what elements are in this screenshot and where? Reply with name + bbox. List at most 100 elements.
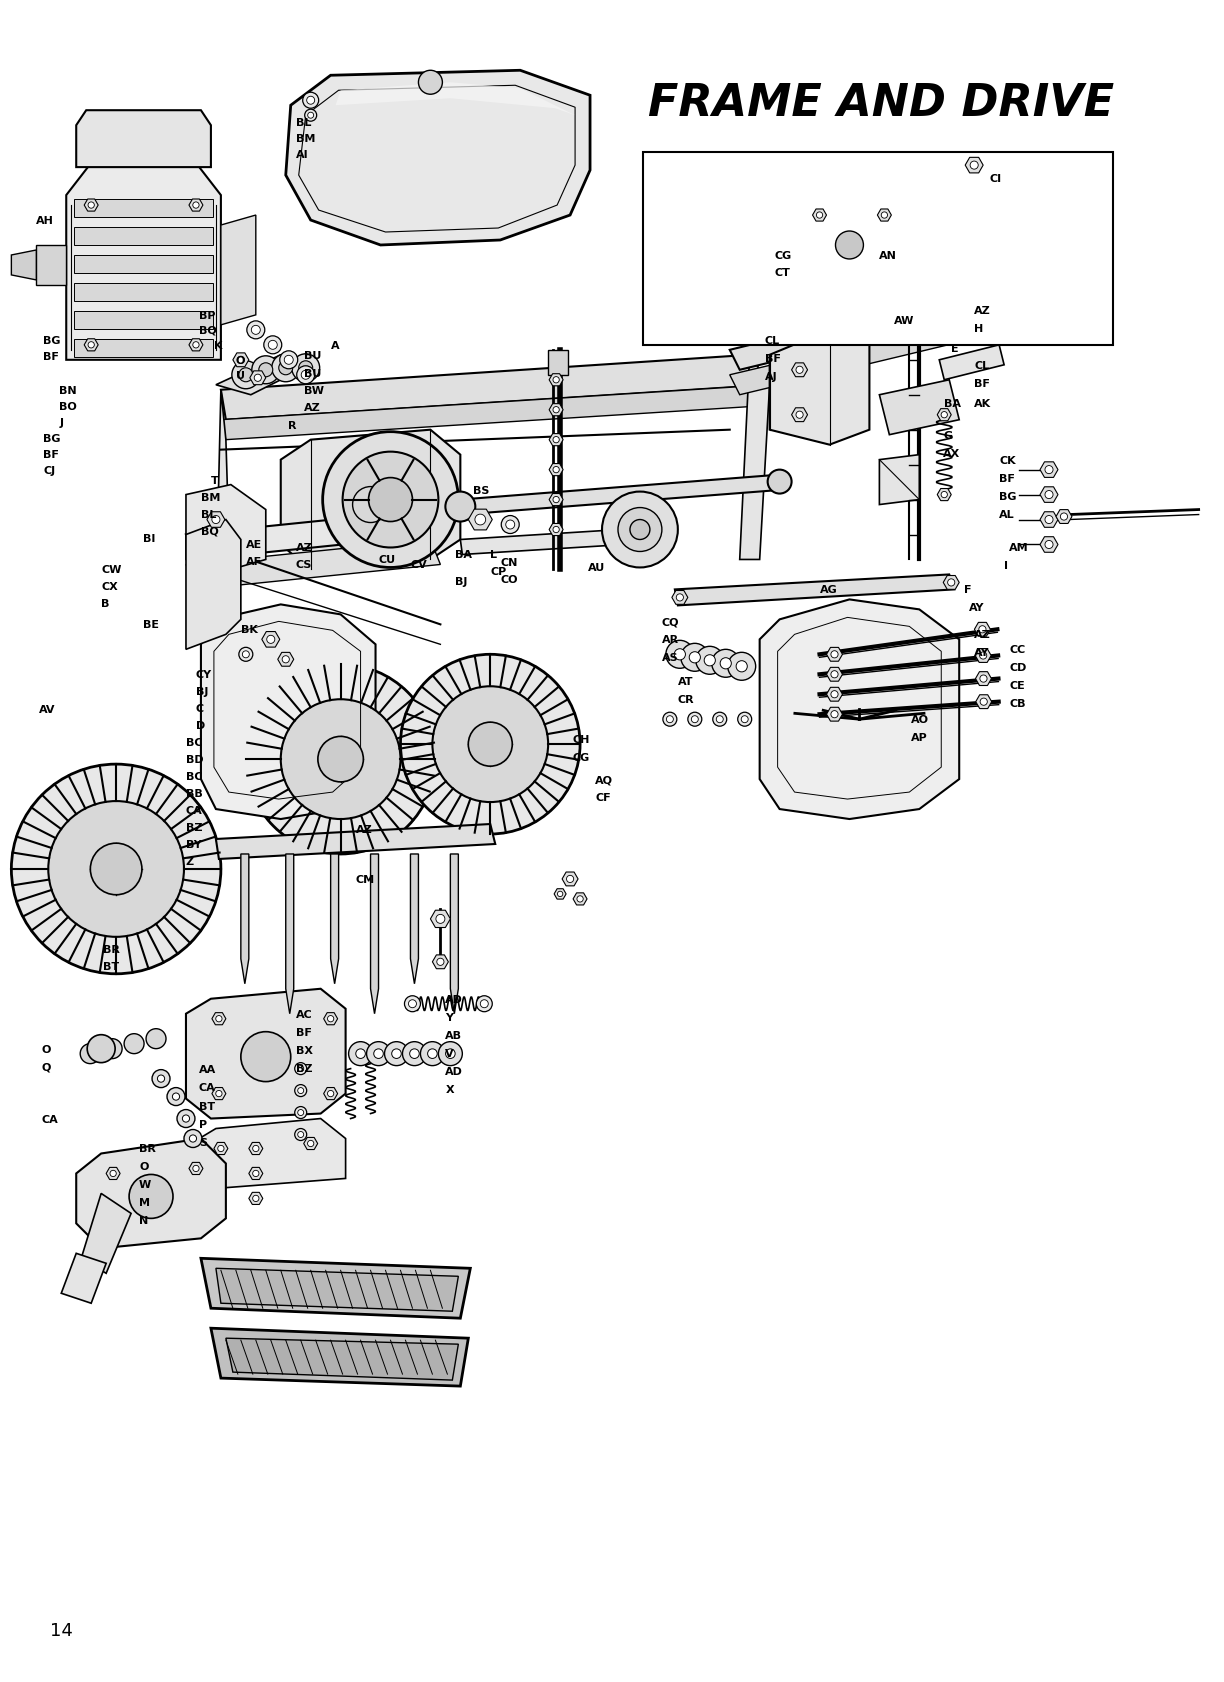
Circle shape [427,1050,437,1058]
Text: V: V [446,1048,454,1058]
Circle shape [404,996,420,1013]
Text: O: O [140,1162,148,1172]
Circle shape [577,897,583,903]
Polygon shape [220,385,780,441]
Text: E: E [951,343,958,353]
Circle shape [742,717,748,723]
Text: AW: AW [895,316,914,326]
Circle shape [88,343,94,348]
Text: M: M [140,1198,151,1208]
Circle shape [241,1033,291,1082]
Polygon shape [813,210,826,222]
Polygon shape [278,653,294,666]
Circle shape [328,1016,334,1023]
Circle shape [190,1135,197,1142]
Circle shape [419,71,442,96]
Circle shape [239,368,253,382]
Text: BF: BF [296,1028,312,1038]
Polygon shape [215,824,496,860]
Text: BL: BL [296,118,311,128]
Circle shape [1045,542,1053,550]
Text: AJ: AJ [765,372,777,382]
Text: R: R [288,420,296,431]
Text: BR: BR [103,944,120,954]
Text: CT: CT [775,267,791,278]
Text: AT: AT [678,676,693,686]
Text: PARTS: PARTS [802,161,960,204]
Polygon shape [730,266,1089,370]
Text: BJ: BJ [455,577,468,587]
Polygon shape [214,1142,228,1156]
Circle shape [252,1145,259,1152]
Polygon shape [304,1137,318,1150]
Circle shape [712,649,739,678]
Text: BT: BT [200,1102,215,1110]
Bar [75,284,213,301]
Circle shape [476,996,492,1013]
Text: BF: BF [43,449,59,459]
Polygon shape [186,510,441,560]
Circle shape [88,204,94,209]
Circle shape [268,341,278,350]
Polygon shape [976,649,991,663]
Polygon shape [879,456,919,505]
Polygon shape [938,489,951,501]
Polygon shape [248,1167,263,1179]
Polygon shape [323,1013,338,1024]
Text: CA: CA [200,1082,215,1092]
Text: CX: CX [102,582,118,592]
Circle shape [1045,466,1053,474]
Circle shape [246,664,436,854]
Text: AY: AY [974,648,990,658]
Circle shape [252,1171,259,1177]
Text: BN: BN [59,385,77,395]
Text: AH: AH [37,215,54,225]
Circle shape [630,520,650,540]
Polygon shape [550,434,563,446]
Text: AC: AC [296,1009,312,1019]
Polygon shape [1040,488,1058,503]
Circle shape [237,357,245,365]
Polygon shape [554,890,567,900]
Text: BQ: BQ [201,526,219,537]
Circle shape [692,717,699,723]
Circle shape [91,844,142,895]
Polygon shape [550,464,563,476]
Polygon shape [939,345,1004,380]
Polygon shape [188,340,203,352]
Text: AF: AF [246,557,262,567]
Circle shape [280,700,400,819]
Polygon shape [220,355,770,420]
Circle shape [353,488,388,523]
Circle shape [255,375,262,382]
Text: CC: CC [1009,644,1026,654]
Bar [75,256,213,274]
Circle shape [410,1050,420,1058]
Circle shape [475,515,486,525]
Polygon shape [1040,537,1058,553]
Text: BE: BE [143,621,159,631]
Circle shape [836,232,863,259]
Polygon shape [186,520,241,649]
Circle shape [295,1129,307,1140]
Circle shape [403,1043,426,1066]
Circle shape [602,493,678,569]
Polygon shape [211,1329,469,1386]
Text: CP: CP [491,567,507,577]
Circle shape [553,377,559,383]
Circle shape [291,355,319,382]
Polygon shape [976,673,991,686]
Circle shape [129,1174,173,1219]
Text: CS: CS [296,560,312,570]
Text: BA: BA [944,399,961,409]
Text: Part No. 13938  ............Gray: Part No. 13938 ............Gray [661,283,841,294]
Polygon shape [207,513,225,528]
Text: O: O [42,1045,50,1055]
Text: CV: CV [410,560,427,570]
Polygon shape [826,708,842,722]
Text: CA: CA [186,806,203,816]
Polygon shape [241,854,248,984]
Polygon shape [37,246,66,286]
Polygon shape [201,606,376,819]
Polygon shape [469,510,492,530]
